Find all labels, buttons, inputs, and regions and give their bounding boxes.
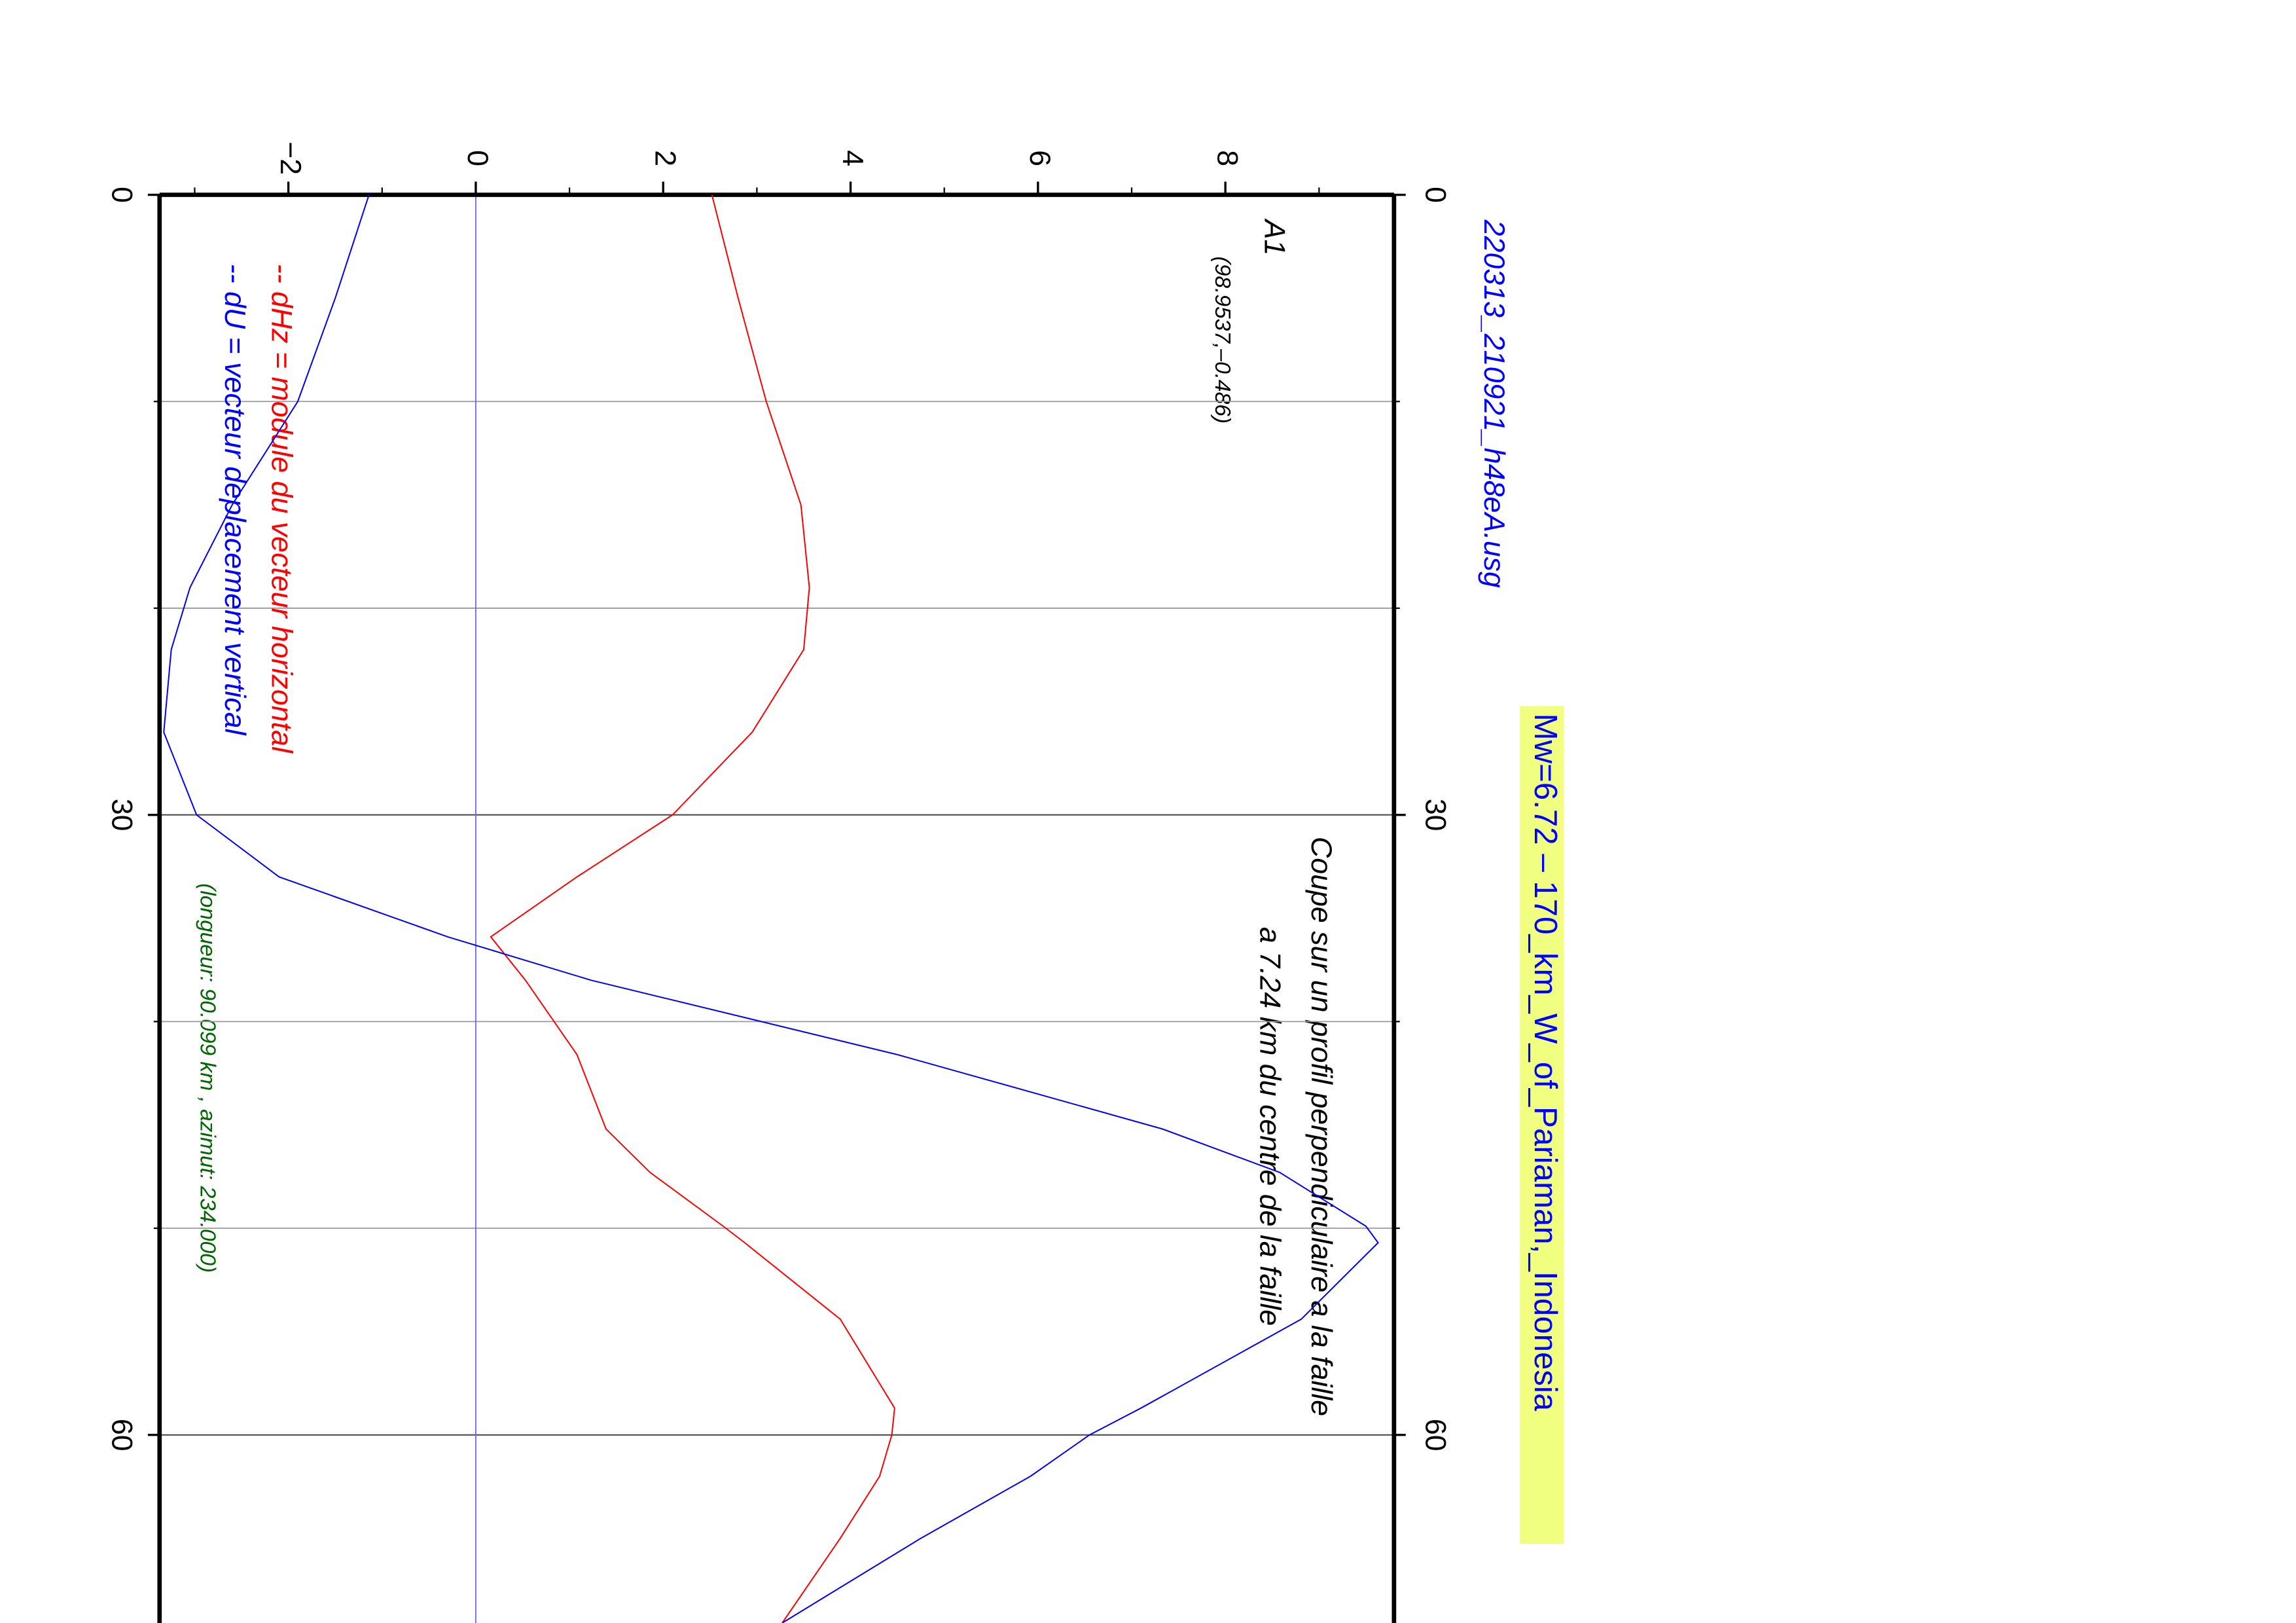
x-tick-label: 0 [106,187,139,203]
x-tick-label: 60 [1419,1419,1452,1451]
x-tick-label: 60 [106,1419,139,1451]
y-tick-label: 0 [461,150,494,166]
x-tick-label: 0 [1419,187,1452,203]
annotation: (longueur: 90.099 km , azimut: 234.000) [196,883,220,1273]
series-line [163,194,1379,1623]
y-tick-label: −2 [274,141,307,175]
annotation: a 7.24 km du centre de la faille [1254,927,1287,1326]
y-tick-label: 4 [836,150,869,166]
annotation: A1 [1258,218,1291,256]
y-tick-label: 8 [1211,150,1244,166]
x-tick-label: 30 [106,799,139,831]
y-tick-label: 6 [1024,150,1056,166]
series-line [490,194,895,1623]
x-tick-label: 30 [1419,799,1452,831]
chart-subtitle: Mw=6.72 – 170_km_W_of_Pariaman,_Indonesi… [1528,714,1564,1412]
legend-entry: -- dU = vecteur deplacement vertical [219,264,251,736]
annotation: (98.9537,–0.486) [1210,257,1234,424]
chart-title: 220313_210921_h48eA.usg [1478,219,1511,588]
annotation: Coupe sur un profil perpendiculaire a la… [1305,837,1338,1416]
legend-entry: -- dHz = module du vecteur horizontal [265,264,298,754]
y-tick-label: 2 [649,150,681,166]
subtitle-background [1520,706,1564,1544]
